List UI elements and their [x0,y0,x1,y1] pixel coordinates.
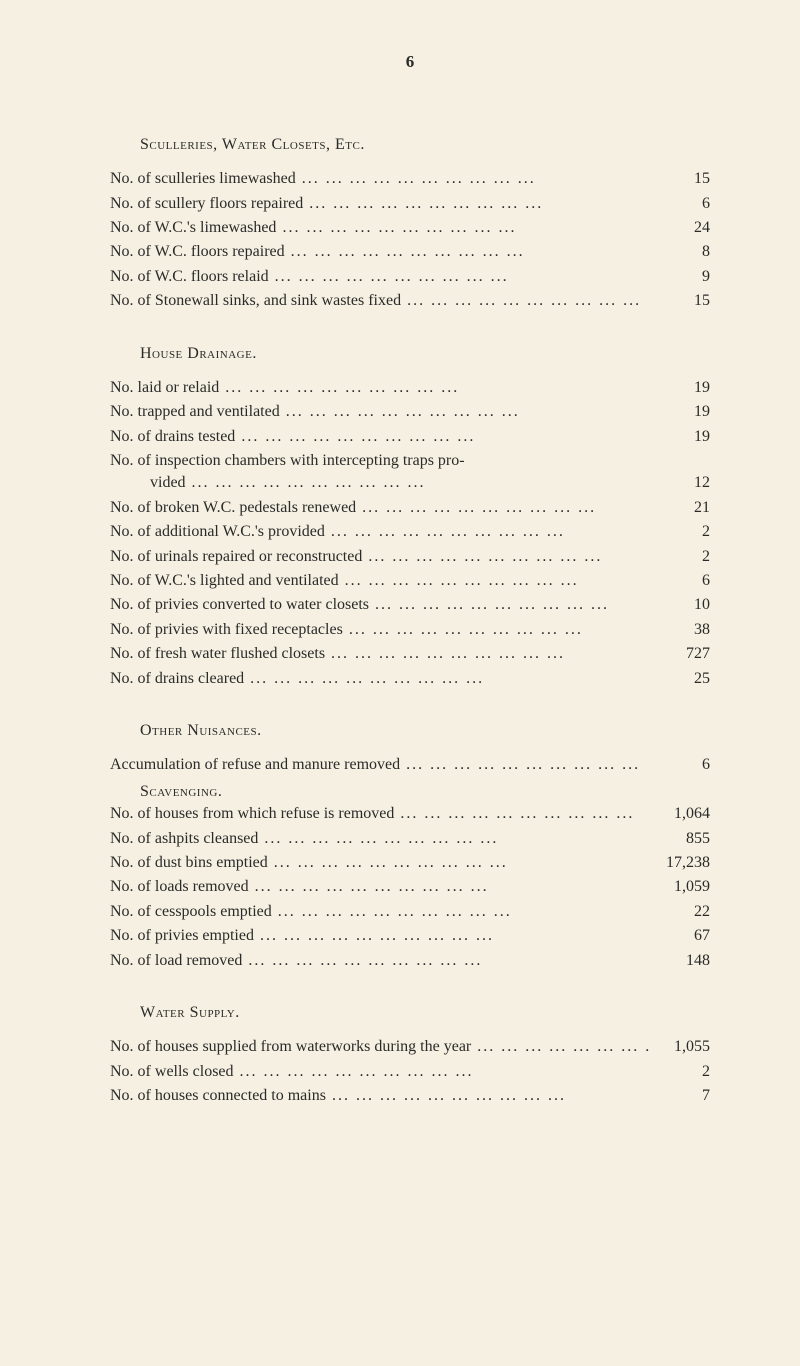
item-value: 2 [650,546,710,568]
item-label: No. of houses from which refuse is remov… [110,803,650,825]
item-value: 1,059 [650,876,710,898]
sculleries-heading: Sculleries, Water Closets, Etc. [110,134,710,156]
line-item: No. of houses supplied from waterworks d… [110,1036,710,1058]
line-item: No. of Stonewall sinks, and sink wastes … [110,290,710,312]
item-value: 25 [650,668,710,690]
nuisances-heading: Other Nuisances. [110,720,710,742]
line-item: No. of scullery floors repaired 6 [110,193,710,215]
scavenging-heading: Scavenging. [110,781,710,803]
item-value: 19 [650,401,710,423]
line-item: No. of load removed 148 [110,950,710,972]
item-label: No. of additional W.C.'s provided [110,521,650,543]
item-value: 2 [650,521,710,543]
item-label: No. of W.C. floors repaired [110,241,650,263]
drainage-section: House Drainage. No. laid or relaid 19 No… [110,343,710,690]
item-label: No. of W.C.'s lighted and ventilated [110,570,650,592]
line-item: No. of houses from which refuse is remov… [110,803,710,825]
line-item: No. of W.C.'s lighted and ventilated 6 [110,570,710,592]
line-item-multiline: No. of inspection chambers with intercep… [110,450,710,495]
item-value: 21 [650,497,710,519]
item-value: 727 [650,643,710,665]
item-label: No. of privies converted to water closet… [110,594,650,616]
item-value: 12 [650,472,710,494]
item-label: No. of cesspools emptied [110,901,650,923]
item-value: 6 [650,193,710,215]
item-value: 8 [650,241,710,263]
nuisances-section: Other Nuisances. Accumulation of refuse … [110,720,710,972]
item-label: No. of ashpits cleansed [110,828,650,850]
line-item: No. of dust bins emptied 17,238 [110,852,710,874]
line-item: No. of additional W.C.'s provided 2 [110,521,710,543]
item-label: No. laid or relaid [110,377,650,399]
item-label-part2: vided [150,472,650,494]
item-label: Accumulation of refuse and manure remove… [110,754,650,776]
item-label: No. of drains tested [110,426,650,448]
line-item-continuation: vided 12 [110,472,710,494]
item-label: No. of loads removed [110,876,650,898]
line-item: No. of sculleries limewashed 15 [110,168,710,190]
item-value: 17,238 [646,852,710,874]
item-label: No. of sculleries limewashed [110,168,650,190]
line-item: No. of privies emptied 67 [110,925,710,947]
item-value: 9 [650,266,710,288]
item-value: 10 [650,594,710,616]
line-item: No. of cesspools emptied 22 [110,901,710,923]
item-value: 15 [650,290,710,312]
line-item: No. of privies converted to water closet… [110,594,710,616]
line-item: No. of privies with fixed receptacles 38 [110,619,710,641]
item-label: No. of houses supplied from waterworks d… [110,1036,650,1058]
item-label: No. of privies emptied [110,925,650,947]
item-value: 24 [650,217,710,239]
sculleries-section: Sculleries, Water Closets, Etc. No. of s… [110,134,710,313]
line-item: No. of urinals repaired or reconstructed… [110,546,710,568]
line-item: No. trapped and ventilated 19 [110,401,710,423]
drainage-heading: House Drainage. [110,343,710,365]
item-label: No. of urinals repaired or reconstructed [110,546,650,568]
line-item: No. of ashpits cleansed 855 [110,828,710,850]
line-item: No. of broken W.C. pedestals renewed 21 [110,497,710,519]
item-value: 15 [650,168,710,190]
item-label: No. of wells closed [110,1061,650,1083]
line-item: No. of wells closed 2 [110,1061,710,1083]
item-label-part1: No. of inspection chambers with intercep… [110,450,710,472]
item-value: 2 [650,1061,710,1083]
line-item: No. of fresh water flushed closets 727 [110,643,710,665]
line-item: No. of loads removed 1,059 [110,876,710,898]
line-item: No. of W.C. floors relaid 9 [110,266,710,288]
item-label: No. of load removed [110,950,650,972]
line-item: No. of houses connected to mains 7 [110,1085,710,1107]
line-item: Accumulation of refuse and manure remove… [110,754,710,776]
item-label: No. of W.C.'s limewashed [110,217,650,239]
item-value: 1,064 [650,803,710,825]
item-label: No. of W.C. floors relaid [110,266,650,288]
item-value: 22 [650,901,710,923]
line-item: No. of W.C.'s limewashed 24 [110,217,710,239]
item-value: 38 [650,619,710,641]
line-item: No. of drains tested 19 [110,426,710,448]
item-label: No. of dust bins emptied [110,852,646,874]
item-label: No. of Stonewall sinks, and sink wastes … [110,290,650,312]
line-item: No. laid or relaid 19 [110,377,710,399]
water-heading: Water Supply. [110,1002,710,1024]
item-label: No. of drains cleared [110,668,650,690]
item-value: 19 [650,426,710,448]
item-value: 67 [650,925,710,947]
item-value: 1,055 [650,1036,710,1058]
item-value: 6 [650,754,710,776]
item-label: No. of scullery floors repaired [110,193,650,215]
item-label: No. of fresh water flushed closets [110,643,650,665]
item-label: No. of privies with fixed receptacles [110,619,650,641]
item-value: 7 [650,1085,710,1107]
item-value: 19 [650,377,710,399]
page-number: 6 [110,50,710,74]
item-value: 6 [650,570,710,592]
item-value: 148 [650,950,710,972]
line-item: No. of drains cleared 25 [110,668,710,690]
item-value: 855 [650,828,710,850]
item-label: No. of broken W.C. pedestals renewed [110,497,650,519]
item-label: No. of houses connected to mains [110,1085,650,1107]
line-item: No. of W.C. floors repaired 8 [110,241,710,263]
item-label: No. trapped and ventilated [110,401,650,423]
water-section: Water Supply. No. of houses supplied fro… [110,1002,710,1108]
